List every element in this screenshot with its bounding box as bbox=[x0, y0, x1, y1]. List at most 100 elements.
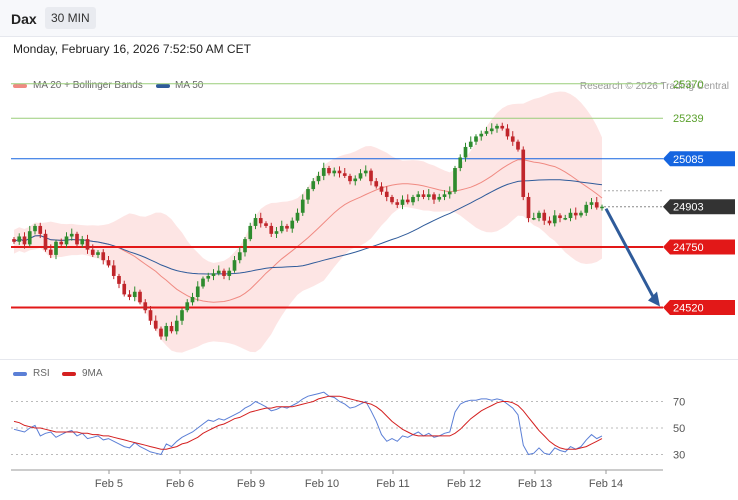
candle-body bbox=[279, 225, 284, 232]
candle-body bbox=[96, 252, 100, 255]
candle bbox=[379, 182, 384, 195]
candle-body bbox=[180, 310, 184, 321]
candle bbox=[316, 171, 321, 185]
candle bbox=[458, 154, 463, 172]
candle-body bbox=[426, 194, 431, 197]
candle-body bbox=[132, 291, 137, 298]
candle bbox=[185, 299, 190, 313]
candle-body bbox=[374, 181, 379, 187]
candle bbox=[390, 194, 394, 205]
rsi-ma-legend-swatch bbox=[62, 372, 76, 376]
candle-body bbox=[237, 252, 242, 261]
candle bbox=[447, 186, 452, 199]
timeframe-button[interactable]: 30 MIN bbox=[45, 7, 96, 29]
candle bbox=[537, 210, 541, 222]
candle-body bbox=[90, 249, 95, 255]
candle bbox=[563, 214, 568, 221]
rsi-tick-label: 30 bbox=[673, 450, 685, 462]
candle-body bbox=[510, 136, 515, 142]
candle-body bbox=[22, 236, 27, 245]
candle-body bbox=[138, 291, 142, 303]
candle-body bbox=[285, 225, 289, 229]
candle bbox=[552, 210, 557, 227]
candle bbox=[201, 276, 205, 289]
candle-body bbox=[222, 270, 226, 276]
candle bbox=[148, 305, 153, 325]
candle-body bbox=[211, 273, 216, 276]
x-tick-label: Feb 6 bbox=[166, 478, 194, 490]
level-tag-shape bbox=[663, 300, 735, 316]
candle-body bbox=[442, 194, 447, 197]
ma50-legend-swatch bbox=[156, 84, 170, 88]
candle bbox=[542, 209, 547, 225]
candle bbox=[264, 221, 268, 229]
candle bbox=[584, 201, 589, 216]
candle-body bbox=[59, 241, 64, 245]
x-tick-label: Feb 10 bbox=[305, 478, 339, 490]
level-tag-25085: 25085 bbox=[663, 151, 735, 167]
candle-body bbox=[552, 215, 557, 224]
candle-body bbox=[117, 275, 121, 284]
level-tag-shape bbox=[663, 151, 735, 167]
candle-body bbox=[274, 231, 279, 234]
candle bbox=[274, 226, 279, 239]
candle bbox=[22, 232, 27, 249]
candle-body bbox=[547, 220, 552, 224]
candle bbox=[568, 208, 573, 222]
panel-separator bbox=[0, 359, 738, 360]
candle bbox=[337, 166, 342, 178]
candle bbox=[547, 216, 552, 226]
candle bbox=[253, 213, 258, 230]
candle bbox=[85, 234, 90, 254]
candle-body bbox=[27, 231, 32, 245]
candle bbox=[195, 281, 200, 302]
candle-body bbox=[54, 241, 58, 255]
candle bbox=[500, 122, 505, 131]
candle-body bbox=[558, 215, 562, 219]
credit-text: Research © 2026 Trading Central bbox=[579, 81, 729, 92]
candle-body bbox=[453, 168, 457, 192]
candle bbox=[311, 178, 316, 192]
candle bbox=[558, 213, 562, 223]
candle-body bbox=[153, 320, 158, 329]
candle-body bbox=[43, 233, 48, 250]
candle-body bbox=[384, 191, 389, 197]
candle-body bbox=[463, 146, 468, 158]
candle bbox=[279, 220, 284, 234]
candle bbox=[363, 165, 368, 177]
candle-body bbox=[348, 175, 352, 182]
level-label-24520: 24520 bbox=[673, 303, 704, 315]
candle bbox=[237, 247, 242, 264]
candle-body bbox=[216, 270, 221, 274]
ma20-legend-label: MA 20 + Bollinger Bands bbox=[33, 80, 143, 91]
candle bbox=[216, 265, 221, 276]
candle-body bbox=[379, 186, 384, 192]
ma50-legend-label: MA 50 bbox=[175, 80, 204, 91]
candle-body bbox=[227, 270, 232, 276]
candle bbox=[227, 267, 232, 281]
candle-body bbox=[300, 199, 305, 213]
x-tick-label: Feb 13 bbox=[518, 478, 552, 490]
candle bbox=[101, 249, 106, 265]
candle bbox=[495, 123, 499, 133]
candle-body bbox=[342, 173, 347, 176]
candle-body bbox=[458, 157, 463, 169]
candle bbox=[342, 168, 347, 179]
candle-body bbox=[316, 175, 321, 182]
rsi-chart: 70 50 30 Feb 5 Feb 6 Feb 9 Feb 10 Feb 11 Feb 12 F… bbox=[11, 391, 685, 490]
level-label-25085: 25085 bbox=[673, 154, 704, 166]
candle-body bbox=[106, 260, 111, 266]
x-tick-label: Feb 12 bbox=[447, 478, 481, 490]
candle bbox=[531, 212, 536, 221]
candle-body bbox=[190, 297, 195, 303]
candle bbox=[132, 286, 137, 302]
candle-body bbox=[33, 225, 37, 232]
candle-body bbox=[38, 225, 43, 234]
candle bbox=[38, 222, 43, 239]
candle-body bbox=[206, 275, 211, 279]
rsi-tick-label: 50 bbox=[673, 423, 685, 435]
candle-body bbox=[12, 239, 16, 242]
candle-body bbox=[516, 141, 520, 150]
candle-body bbox=[69, 233, 74, 237]
level-tag-shape bbox=[663, 239, 735, 255]
